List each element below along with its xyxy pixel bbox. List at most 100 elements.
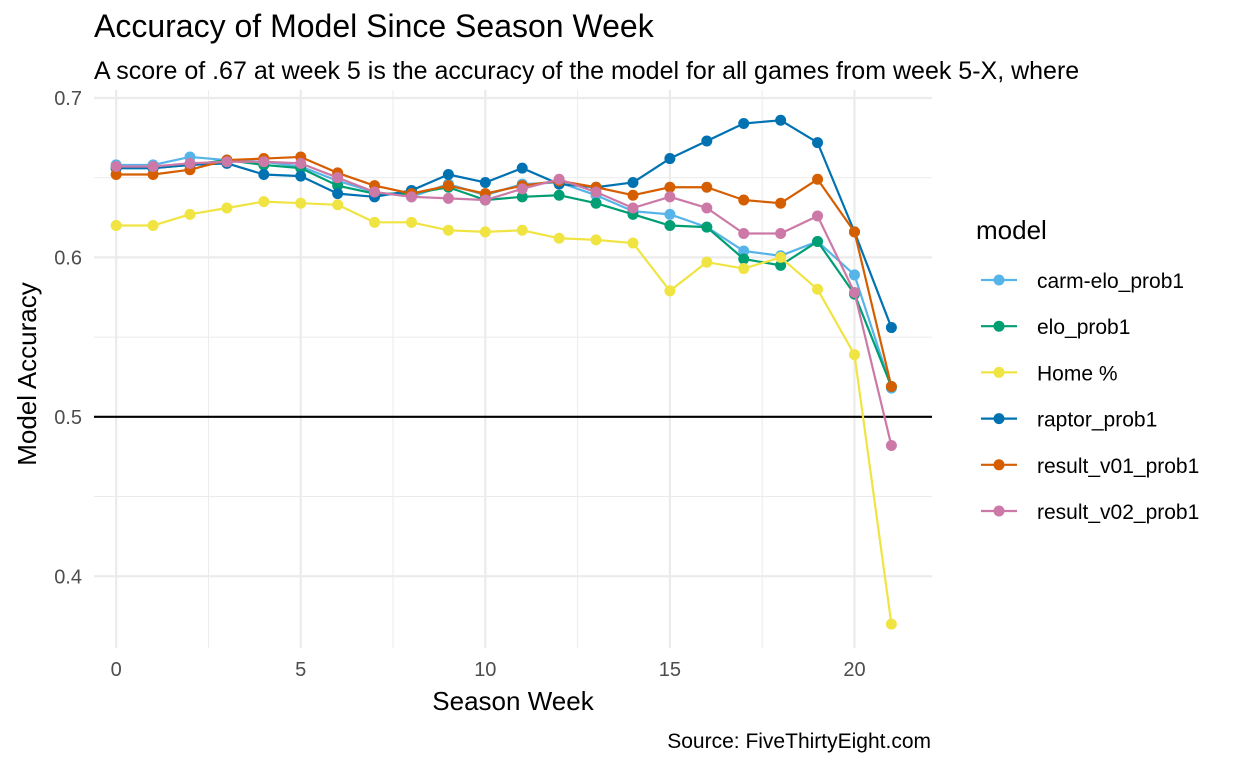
data-point (775, 251, 787, 263)
data-point (332, 188, 344, 200)
x-axis-title: Season Week (432, 686, 594, 716)
data-point (664, 153, 676, 165)
legend-item-carm-elo-prob1: carm-elo_prob1 (981, 270, 1184, 293)
data-point (479, 194, 491, 206)
series-line-result-v02-prob1 (116, 160, 893, 446)
chart-title: Accuracy of Model Since Season Week (94, 8, 655, 44)
legend-item-result-v02-prob1: result_v02_prob1 (981, 501, 1199, 524)
data-point (479, 176, 491, 188)
data-point (664, 220, 676, 232)
data-point (442, 224, 454, 236)
y-tick-label: 0.7 (54, 88, 82, 110)
data-point (553, 189, 565, 201)
grid-minor (94, 90, 932, 648)
data-point (627, 202, 639, 214)
data-point (848, 286, 860, 298)
data-point (110, 161, 122, 173)
grid-major (94, 90, 932, 648)
legend-label: Home % (1037, 362, 1118, 385)
data-point (516, 183, 528, 195)
x-tick-label: 5 (295, 659, 306, 681)
chart-subtitle: A score of .67 at week 5 is the accuracy… (94, 57, 1079, 85)
data-point (110, 220, 122, 232)
y-axis-ticks: 0.4 0.5 0.6 0.7 (54, 88, 82, 588)
data-point (553, 173, 565, 185)
data-point (627, 189, 639, 201)
data-point (221, 202, 233, 214)
series-line-result-v01-prob1 (116, 155, 893, 387)
legend-item-elo-prob1: elo_prob1 (981, 316, 1130, 339)
data-point (332, 172, 344, 184)
data-point (221, 156, 233, 168)
data-point (664, 181, 676, 193)
data-point (442, 180, 454, 192)
data-point (885, 322, 897, 334)
data-point (553, 232, 565, 244)
legend-key-point (993, 505, 1005, 517)
series-line-carm-elo-prob1 (116, 155, 893, 389)
data-point (627, 176, 639, 188)
data-point (295, 197, 307, 209)
data-point (701, 135, 713, 147)
data-point (147, 168, 159, 180)
data-point (775, 197, 787, 209)
x-axis-ticks: 0 5 10 15 20 (111, 659, 866, 681)
data-point (885, 440, 897, 452)
data-point (664, 208, 676, 220)
y-axis-title: Model Accuracy (12, 282, 42, 466)
series-raptor-prob1 (110, 114, 897, 334)
legend-label: raptor_prob1 (1037, 409, 1157, 432)
data-point (405, 216, 417, 228)
legend-item-home: Home % (981, 362, 1118, 385)
data-point (848, 269, 860, 281)
legend-key-point (993, 459, 1005, 471)
data-point (590, 186, 602, 198)
data-point (701, 256, 713, 268)
data-point (405, 191, 417, 203)
data-point (332, 180, 344, 192)
data-point (258, 156, 270, 168)
data-point (590, 197, 602, 209)
legend-items: carm-elo_prob1 elo_prob1 Home % raptor_prob… (981, 270, 1199, 524)
series-result-v02-prob1 (110, 156, 897, 452)
legend-title: model (976, 215, 1047, 245)
data-point (812, 210, 824, 222)
data-point (110, 168, 122, 180)
data-point (295, 170, 307, 182)
series-result-v01-prob1 (110, 151, 897, 393)
x-tick-label: 15 (659, 659, 681, 681)
data-point (701, 181, 713, 193)
data-point (812, 235, 824, 247)
data-point (738, 194, 750, 206)
data-point (812, 137, 824, 149)
chart-caption: Source: FiveThirtyEight.com (667, 730, 931, 753)
legend: model carm-elo_prob1 elo_prob1 Home % rapto… (976, 215, 1199, 524)
data-point (258, 196, 270, 208)
data-point (369, 216, 381, 228)
data-point (590, 234, 602, 246)
data-point (738, 117, 750, 129)
data-point (664, 191, 676, 203)
legend-label: elo_prob1 (1037, 316, 1130, 339)
data-point (664, 285, 676, 297)
x-tick-label: 20 (843, 659, 865, 681)
data-point (369, 186, 381, 198)
data-point (701, 202, 713, 214)
legend-label: result_v01_prob1 (1037, 455, 1199, 478)
series-carm-elo-prob1 (110, 151, 897, 394)
data-point (812, 283, 824, 295)
data-point (332, 199, 344, 211)
data-point (479, 226, 491, 238)
series-layer (110, 114, 897, 630)
data-point (516, 162, 528, 174)
data-point (775, 114, 787, 126)
data-point (147, 220, 159, 232)
data-point (701, 221, 713, 233)
data-point (184, 208, 196, 220)
data-point (516, 224, 528, 236)
data-point (258, 168, 270, 180)
data-point (885, 381, 897, 393)
y-tick-label: 0.4 (54, 566, 82, 588)
data-point (184, 157, 196, 169)
